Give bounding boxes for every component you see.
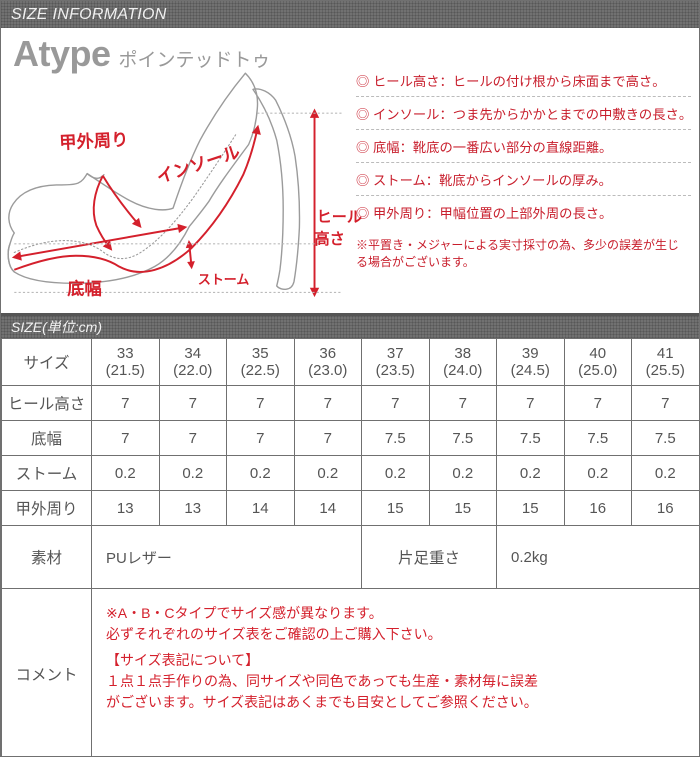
svg-text:ストーム: ストーム [198,272,249,287]
svg-text:高さ: 高さ [315,230,345,248]
svg-text:インソール: インソール [154,141,242,187]
svg-text:底幅: 底幅 [67,279,102,299]
svg-text:甲外周り: 甲外周り [59,129,129,153]
